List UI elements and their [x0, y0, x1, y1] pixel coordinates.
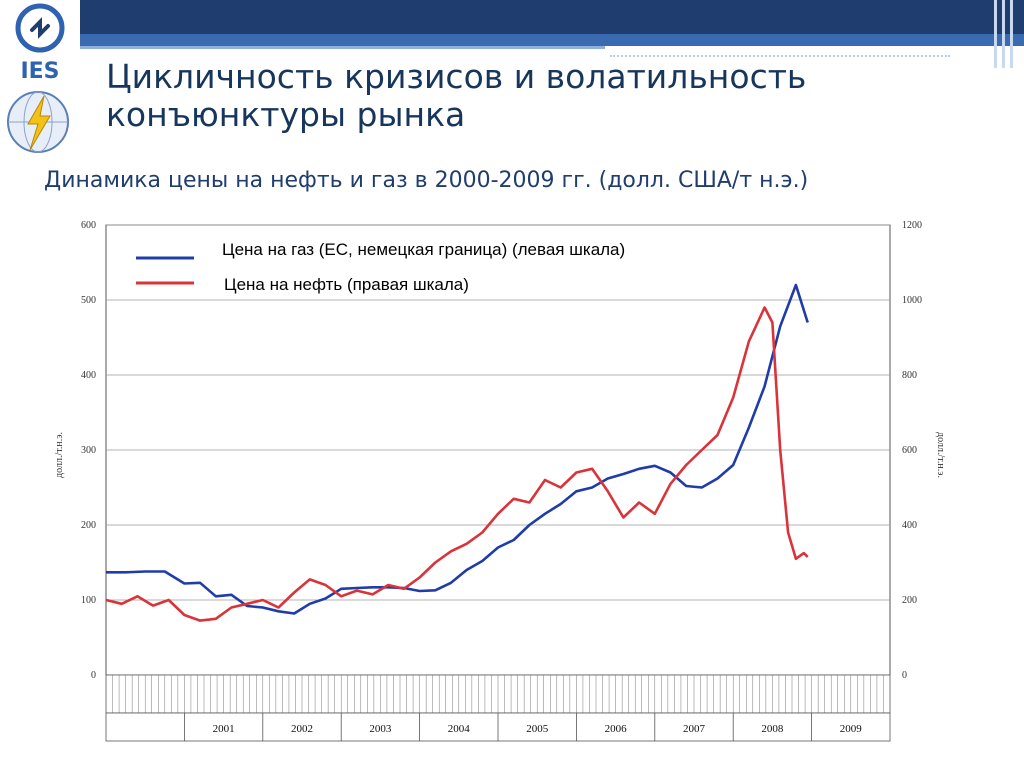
- year-label: 2008: [761, 723, 784, 735]
- header-bar: [80, 0, 1024, 34]
- chart-container: 0 100 200 300 400 500 600 0 200 400 600 800 1000 120…: [40, 215, 980, 745]
- year-label: 2002: [291, 723, 313, 735]
- year-label: 2009: [840, 723, 863, 735]
- left-tick-label: 400: [81, 370, 96, 381]
- legend-label-oil: Цена на нефть (правая шкала): [224, 275, 469, 294]
- slide-subtitle: Динамика цены на нефть и газ в 2000-2009…: [44, 168, 809, 193]
- header-stripe: [994, 0, 997, 68]
- series-line-gas: [106, 283, 809, 615]
- left-tick-label: 600: [81, 220, 96, 231]
- header-bar-secondary: [80, 34, 1024, 46]
- right-tick-label: 200: [902, 595, 917, 606]
- right-tick-label: 400: [902, 520, 917, 531]
- right-tick-label: 1200: [902, 220, 922, 231]
- energy-bolt-globe-icon: IES: [7, 3, 69, 153]
- year-label: 2006: [605, 723, 628, 735]
- year-label: 2003: [369, 723, 392, 735]
- price-chart: 0 100 200 300 400 500 600 0 200 400 600 800 1000 120…: [54, 220, 946, 742]
- left-axis-label: долл./т.н.э.: [54, 432, 65, 478]
- right-axis-label: долл./т.н.э.: [935, 432, 946, 478]
- logo-acronym: IES: [20, 59, 59, 84]
- year-label: 2005: [526, 723, 549, 735]
- right-tick-label: 1000: [902, 295, 922, 306]
- right-tick-label: 800: [902, 370, 917, 381]
- left-tick-label: 200: [81, 520, 96, 531]
- header-bar-accent: [80, 46, 605, 49]
- left-tick-label: 500: [81, 295, 96, 306]
- header-stripe: [1002, 0, 1005, 68]
- year-label: 2007: [683, 723, 706, 735]
- legend-label-gas: Цена на газ (ЕС, немецкая граница) (лева…: [222, 240, 625, 259]
- header-stripe: [1010, 0, 1013, 68]
- left-tick-label: 100: [81, 595, 96, 606]
- left-tick-label: 300: [81, 445, 96, 456]
- slide-title: Цикличность кризисов и волатильность кон…: [106, 57, 807, 134]
- year-label: 2004: [448, 723, 471, 735]
- right-tick-label: 600: [902, 445, 917, 456]
- left-tick-label: 0: [91, 670, 96, 681]
- year-label: 2001: [213, 723, 235, 735]
- header-dotted-line: [610, 55, 950, 57]
- right-tick-label: 0: [902, 670, 907, 681]
- series-line-oil: [105, 306, 809, 622]
- logo: IES: [0, 0, 80, 160]
